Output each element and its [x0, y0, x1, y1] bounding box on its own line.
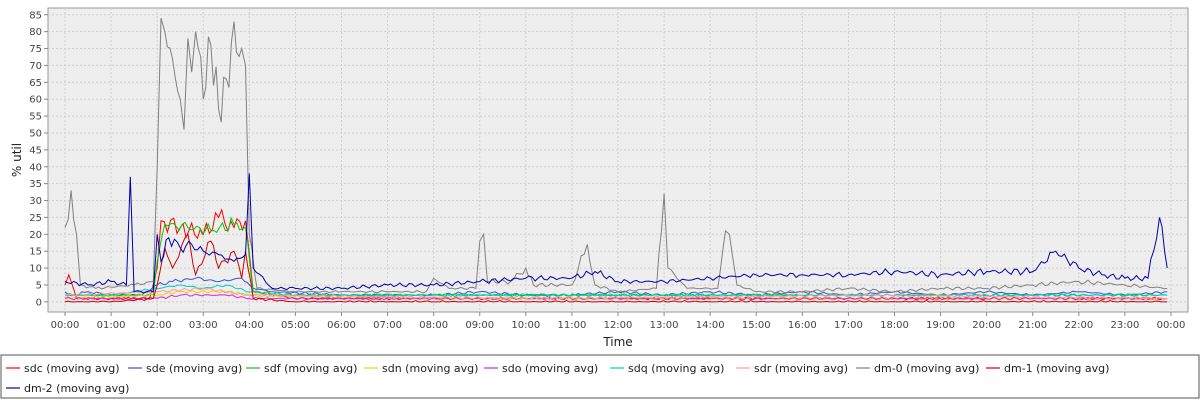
legend-label: dm-0 (moving avg) — [874, 362, 979, 375]
y-tick-label: 60 — [29, 95, 42, 106]
x-tick-label: 05:00 — [281, 320, 310, 331]
legend-label: sdn (moving avg) — [382, 362, 478, 375]
y-axis: 0 5 10 15 20 25 30 35 40 45 50 55 60 65 70 75 80 85 — [29, 10, 48, 308]
y-tick-label: 80 — [29, 27, 42, 38]
y-tick-label: 75 — [29, 44, 42, 55]
x-tick-label: 09:00 — [465, 320, 494, 331]
x-tick-label: 17:00 — [834, 320, 863, 331]
series-line-sdr — [64, 287, 1168, 301]
legend: sdc (moving avg) sde (moving avg) sdf (mov… — [6, 362, 1109, 395]
x-axis: 00:00 01:00 02:00 03:00 04:00 05:00 06:00 07:00… — [51, 312, 1186, 331]
legend-label: sdc (moving avg) — [24, 362, 120, 375]
x-tick-label: 21:00 — [1018, 320, 1047, 331]
series-line-dm-2 — [64, 173, 1168, 294]
x-tick-label: 03:00 — [189, 320, 218, 331]
series-line-sde — [64, 276, 1168, 297]
y-tick-label: 5 — [36, 280, 42, 291]
y-tick-label: 65 — [29, 78, 42, 89]
series-lines — [64, 17, 1168, 303]
series-line-dm-0 — [64, 17, 1168, 294]
x-tick-label: 19:00 — [926, 320, 955, 331]
x-tick-label: 15:00 — [742, 320, 771, 331]
y-axis-title: % util — [10, 143, 24, 177]
y-tick-label: 55 — [29, 112, 42, 123]
y-tick-label: 35 — [29, 179, 42, 190]
legend-label: sdo (moving avg) — [502, 362, 598, 375]
x-tick-label: 14:00 — [696, 320, 725, 331]
x-tick-label: 04:00 — [235, 320, 264, 331]
x-tick-label: 18:00 — [880, 320, 909, 331]
series-line-sdq — [64, 284, 1168, 298]
y-tick-label: 30 — [29, 196, 42, 207]
legend-label: sde (moving avg) — [146, 362, 242, 375]
y-tick-label: 10 — [29, 264, 42, 275]
legend-label: dm-1 (moving avg) — [1004, 362, 1109, 375]
y-tick-label: 20 — [29, 230, 42, 241]
y-tick-label: 25 — [29, 213, 42, 224]
x-tick-label: 13:00 — [650, 320, 679, 331]
legend-label: dm-2 (moving avg) — [24, 382, 129, 395]
x-tick-label: 20:00 — [972, 320, 1001, 331]
x-tick-label: 22:00 — [1064, 320, 1093, 331]
y-tick-label: 50 — [29, 128, 42, 139]
x-axis-title: Time — [602, 335, 632, 349]
x-tick-label: 12:00 — [604, 320, 633, 331]
x-tick-label: 06:00 — [327, 320, 356, 331]
x-tick-label: 07:00 — [373, 320, 402, 331]
legend-label: sdq (moving avg) — [628, 362, 724, 375]
x-tick-label: 00:00 — [51, 320, 80, 331]
x-tick-label: 10:00 — [511, 320, 540, 331]
x-tick-label: 23:00 — [1111, 320, 1140, 331]
x-tick-label: 01:00 — [97, 320, 126, 331]
x-tick-label: 02:00 — [143, 320, 172, 331]
x-tick-label: 11:00 — [558, 320, 587, 331]
y-tick-label: 15 — [29, 247, 42, 258]
legend-label: sdf (moving avg) — [264, 362, 357, 375]
y-tick-label: 85 — [29, 10, 42, 21]
x-tick-label: 08:00 — [419, 320, 448, 331]
x-tick-label: 00:00 — [1157, 320, 1186, 331]
legend-label: sdr (moving avg) — [754, 362, 848, 375]
x-tick-label: 16:00 — [788, 320, 817, 331]
y-tick-label: 70 — [29, 61, 42, 72]
y-tick-label: 45 — [29, 145, 42, 156]
y-tick-label: 0 — [36, 297, 42, 308]
y-tick-label: 40 — [29, 162, 42, 173]
legend-box — [0, 354, 1200, 399]
